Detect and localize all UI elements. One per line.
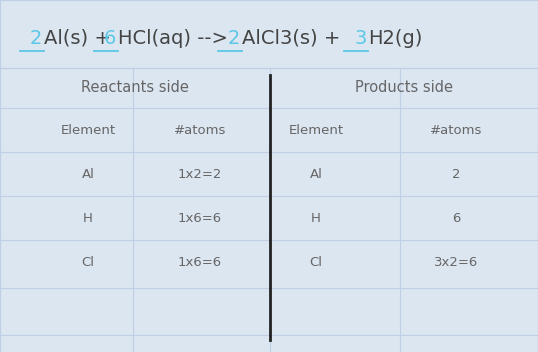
Text: 1x6=6: 1x6=6 xyxy=(178,256,222,269)
Text: H: H xyxy=(311,212,321,225)
Text: 3: 3 xyxy=(354,29,366,48)
Text: H2(g): H2(g) xyxy=(368,29,422,48)
Text: Al(s) +: Al(s) + xyxy=(44,29,117,48)
Text: Reactants side: Reactants side xyxy=(81,81,189,95)
Text: HCl(aq) -->: HCl(aq) --> xyxy=(118,29,234,48)
Text: Element: Element xyxy=(288,124,344,137)
Text: Element: Element xyxy=(60,124,116,137)
Text: 1x6=6: 1x6=6 xyxy=(178,212,222,225)
Text: #atoms: #atoms xyxy=(174,124,226,137)
Text: 2: 2 xyxy=(452,168,460,181)
Text: Products side: Products side xyxy=(355,81,453,95)
Text: 1x2=2: 1x2=2 xyxy=(178,168,222,181)
Text: Al: Al xyxy=(309,168,322,181)
Text: Cl: Cl xyxy=(81,256,95,269)
Text: AlCl3(s) +: AlCl3(s) + xyxy=(242,29,346,48)
Text: #atoms: #atoms xyxy=(430,124,482,137)
Text: H: H xyxy=(83,212,93,225)
Text: 2: 2 xyxy=(228,29,240,48)
Text: Al: Al xyxy=(82,168,95,181)
Text: 6: 6 xyxy=(452,212,460,225)
Text: 6: 6 xyxy=(104,29,116,48)
Text: 3x2=6: 3x2=6 xyxy=(434,256,478,269)
Text: 2: 2 xyxy=(30,29,43,48)
Text: Cl: Cl xyxy=(309,256,322,269)
